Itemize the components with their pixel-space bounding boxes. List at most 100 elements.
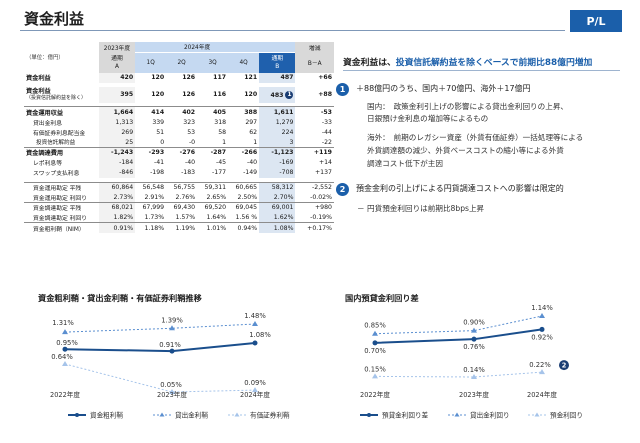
table-cell: -0.02%	[310, 193, 332, 201]
table-cell: 68,021	[98, 201, 136, 213]
table-cell: 318	[214, 118, 227, 126]
data-point	[372, 330, 378, 336]
table-cell: 1,611	[259, 106, 296, 117]
table-cell: 388	[228, 106, 260, 117]
data-label: 0.15%	[364, 365, 386, 373]
page-title: 資金利益	[24, 10, 85, 28]
table-cell: 116	[213, 91, 227, 99]
table-cell: -287	[197, 146, 229, 158]
table-cell: 2.76%	[175, 193, 196, 201]
table-cell: 69,430	[166, 201, 198, 213]
data-point	[372, 373, 378, 379]
table-cell: 2.50%	[237, 193, 258, 201]
table-cell: -2,552	[295, 181, 334, 193]
headline-divider	[343, 70, 620, 71]
table-cell: 297	[245, 118, 258, 126]
row-label: 資金調達費用	[24, 146, 99, 158]
table-cell: +66	[318, 74, 332, 82]
row-label: レポ利息等	[33, 161, 62, 168]
full-letter: B	[259, 62, 296, 73]
table-cell: 1.62%	[259, 212, 296, 223]
table-cell: 2.65%	[206, 193, 227, 201]
table-cell: -45	[215, 159, 227, 167]
table-cell: 1,279	[259, 116, 296, 128]
prev-letter: A	[98, 62, 136, 73]
table-cell: -184	[98, 157, 136, 168]
data-point	[169, 348, 175, 354]
point-1-badge: 1	[336, 83, 349, 96]
table-cell: 487	[259, 72, 296, 83]
data-label: 0.91%	[159, 341, 181, 349]
series-line-2	[374, 315, 543, 335]
diff-sub-header: B－A	[295, 52, 334, 73]
legend-label: 預貸金利回り差	[382, 411, 429, 420]
category-label: 2024年度	[240, 390, 270, 399]
table-cell: 1	[253, 138, 258, 146]
table-cell: -40	[185, 159, 196, 167]
table-cell: 3	[259, 137, 296, 148]
q3-header: 3Q	[197, 52, 229, 73]
series-line-1	[374, 328, 543, 344]
table-cell: 51	[156, 128, 165, 136]
table-row: 資金調達勘定 利回り 1.82% 1.73% 1.57% 1.64% 1.56 % 1.62…	[24, 212, 334, 223]
table-cell: 69,045	[228, 201, 260, 213]
table-cell: 60,665	[228, 181, 260, 193]
table-cell: 25	[98, 137, 136, 148]
table-cell: 1,313	[98, 116, 136, 128]
data-point	[252, 387, 258, 393]
marker-1-badge: 1	[285, 90, 294, 99]
table-cell: 0.91%	[98, 222, 136, 233]
table-cell: -198	[150, 169, 165, 177]
table-cell: +0.17%	[295, 222, 334, 233]
category-label: 2024年度	[527, 390, 557, 399]
table-cell: 53	[187, 128, 196, 136]
marker-2-label: 2	[562, 362, 567, 370]
table-cell: 120	[151, 74, 165, 82]
table-cell: 117	[213, 74, 227, 82]
prev-full-header: 通期	[98, 52, 136, 63]
pl-badge: P/L	[570, 10, 622, 32]
data-point	[252, 340, 258, 346]
legend-label: 貸出金利回り	[470, 411, 510, 420]
marker-2-badge	[559, 360, 569, 371]
table-cell: 1	[222, 138, 227, 146]
data-point	[539, 326, 545, 332]
table-cell: 0	[160, 138, 165, 146]
table-cell: 69,520	[197, 201, 229, 213]
data-label: 0.76%	[463, 343, 485, 351]
row-label: 投資信託解約益	[36, 140, 76, 147]
legend-label: 資金粗利鞘	[90, 411, 123, 420]
table-cell: -33	[321, 118, 332, 126]
table-cell: 1.64%	[206, 213, 227, 221]
table-cell: 323	[183, 118, 196, 126]
table-cell: 402	[166, 106, 198, 117]
table-cell: 120	[151, 91, 165, 99]
table-cell: 339	[152, 118, 165, 126]
prev-year-header: 2023年度	[98, 42, 136, 53]
financial-table: （単位：億円） 2023年度 2024年度 増減 通期 1Q 2Q 3Q 4Q …	[24, 42, 334, 233]
point-1-domestic-1: 国内： 政策金利引上げの影響による貸出金利回りの上昇、	[367, 102, 568, 111]
data-point	[539, 313, 545, 318]
table-cell: 483 1	[259, 86, 296, 103]
diff-header: 増減	[295, 42, 334, 53]
data-label: 1.08%	[249, 331, 271, 339]
series-line-3	[374, 371, 543, 378]
category-label: 2023年度	[157, 390, 187, 399]
table-cell: -846	[98, 167, 136, 179]
table-row: 資金運用勘定 平残 60,864 56,548 56,755 59,311 60,665 5…	[24, 181, 334, 193]
point-1-overseas-1: 海外： 前期のレガシー資産（外貨有価証券）一括処理等による	[367, 133, 584, 142]
row-label-sub: （投資信託解約益を除く）	[26, 94, 87, 101]
year-header: 2024年度	[135, 42, 260, 53]
data-label: 0.14%	[463, 366, 485, 374]
table-cell: 58,312	[259, 181, 296, 193]
table-cell: -708	[259, 167, 296, 179]
data-point	[62, 360, 68, 366]
table-row: 資金利益 （投資信託解約益を除く） 395 120 126 116 120 483 1 +88	[24, 86, 334, 103]
table-row: 資金粗利鞘（NIM） 0.91% 1.18% 1.19% 1.01% 0.94% 1.08%…	[24, 222, 334, 233]
table-cell: 2.73%	[98, 192, 136, 203]
table-cell: 56,548	[135, 181, 167, 193]
row-label: 有価証券利息配当金	[33, 130, 86, 137]
table-cell: 2.70%	[259, 192, 296, 203]
row-label: 資金利益 （投資信託解約益を除く）	[24, 87, 99, 103]
table-cell: -1,123	[259, 146, 296, 158]
